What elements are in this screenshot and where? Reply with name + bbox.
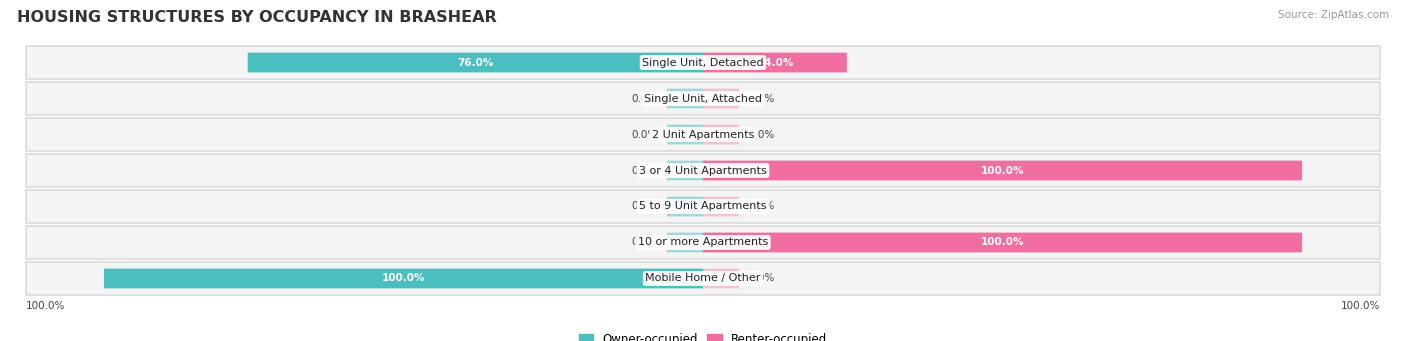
- FancyBboxPatch shape: [27, 226, 1379, 259]
- FancyBboxPatch shape: [27, 118, 1379, 151]
- FancyBboxPatch shape: [27, 190, 1379, 223]
- FancyBboxPatch shape: [104, 269, 703, 288]
- Text: 0.0%: 0.0%: [631, 130, 658, 139]
- FancyBboxPatch shape: [27, 82, 1379, 115]
- FancyBboxPatch shape: [703, 53, 846, 72]
- Text: 100.0%: 100.0%: [981, 165, 1025, 176]
- FancyBboxPatch shape: [703, 233, 1302, 252]
- FancyBboxPatch shape: [703, 269, 740, 288]
- Text: Source: ZipAtlas.com: Source: ZipAtlas.com: [1278, 10, 1389, 20]
- FancyBboxPatch shape: [247, 53, 703, 72]
- Text: 0.0%: 0.0%: [631, 165, 658, 176]
- Text: 0.0%: 0.0%: [748, 130, 775, 139]
- FancyBboxPatch shape: [666, 233, 703, 252]
- Text: 100.0%: 100.0%: [981, 237, 1025, 248]
- Text: 0.0%: 0.0%: [631, 237, 658, 248]
- FancyBboxPatch shape: [703, 197, 740, 217]
- Legend: Owner-occupied, Renter-occupied: Owner-occupied, Renter-occupied: [574, 329, 832, 341]
- FancyBboxPatch shape: [27, 154, 1379, 187]
- Text: 0.0%: 0.0%: [631, 93, 658, 104]
- Text: 10 or more Apartments: 10 or more Apartments: [638, 237, 768, 248]
- Text: Single Unit, Attached: Single Unit, Attached: [644, 93, 762, 104]
- FancyBboxPatch shape: [666, 197, 703, 217]
- Text: 76.0%: 76.0%: [457, 58, 494, 68]
- Text: 0.0%: 0.0%: [748, 93, 775, 104]
- Text: 0.0%: 0.0%: [748, 273, 775, 283]
- FancyBboxPatch shape: [666, 89, 703, 108]
- FancyBboxPatch shape: [703, 124, 740, 144]
- FancyBboxPatch shape: [666, 124, 703, 144]
- Text: Single Unit, Detached: Single Unit, Detached: [643, 58, 763, 68]
- FancyBboxPatch shape: [703, 89, 740, 108]
- FancyBboxPatch shape: [666, 161, 703, 180]
- Text: 3 or 4 Unit Apartments: 3 or 4 Unit Apartments: [640, 165, 766, 176]
- FancyBboxPatch shape: [27, 262, 1379, 295]
- Text: 0.0%: 0.0%: [748, 202, 775, 211]
- Text: HOUSING STRUCTURES BY OCCUPANCY IN BRASHEAR: HOUSING STRUCTURES BY OCCUPANCY IN BRASH…: [17, 10, 496, 25]
- FancyBboxPatch shape: [703, 161, 1302, 180]
- Text: 100.0%: 100.0%: [27, 301, 66, 311]
- Text: 0.0%: 0.0%: [631, 202, 658, 211]
- Text: 24.0%: 24.0%: [756, 58, 793, 68]
- Text: Mobile Home / Other: Mobile Home / Other: [645, 273, 761, 283]
- Text: 5 to 9 Unit Apartments: 5 to 9 Unit Apartments: [640, 202, 766, 211]
- Text: 100.0%: 100.0%: [1340, 301, 1379, 311]
- FancyBboxPatch shape: [27, 46, 1379, 79]
- Text: 100.0%: 100.0%: [381, 273, 425, 283]
- Text: 2 Unit Apartments: 2 Unit Apartments: [652, 130, 754, 139]
